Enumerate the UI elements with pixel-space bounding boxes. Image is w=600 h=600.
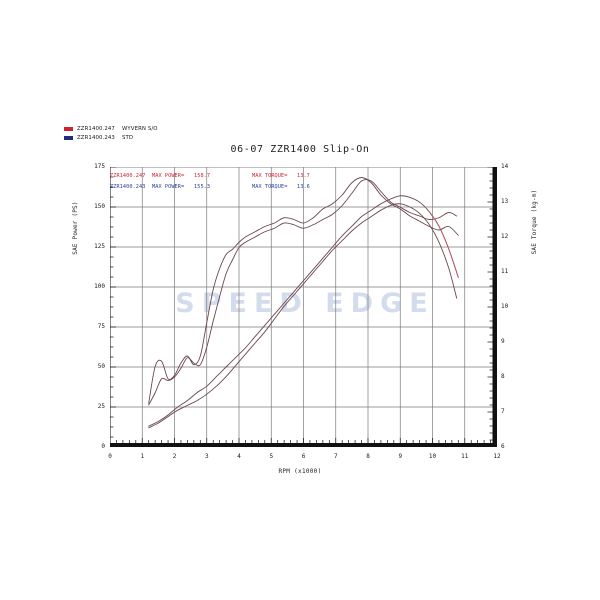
anno-power-label: MAX POWER=: [152, 173, 185, 179]
y-axis-right-title: SAE Torque (kg-m): [531, 189, 538, 255]
x-tick: 11: [461, 453, 469, 460]
y-tick-left: 75: [97, 323, 105, 330]
legend-item: ZZR1400.243 STD: [64, 133, 158, 142]
y-tick-right: 14: [501, 163, 509, 170]
anno-series-id: ZZR1400.247: [110, 173, 146, 179]
legend-item: ZZR1400.247 WYVERN S/O: [64, 124, 158, 133]
x-tick: 0: [108, 453, 112, 460]
x-tick: 10: [428, 453, 437, 460]
legend-swatch-243: [64, 135, 73, 140]
y-tick-right: 7: [501, 408, 505, 415]
x-tick: 7: [333, 453, 338, 460]
legend-label-247: ZZR1400.247: [77, 125, 115, 132]
y-tick-left: 125: [94, 243, 105, 250]
anno-torque-value: 13.6: [297, 184, 310, 190]
x-tick: 3: [204, 453, 209, 460]
x-tick: 12: [493, 453, 501, 460]
series-line: [148, 177, 459, 404]
legend-label-243: ZZR1400.243: [77, 134, 115, 141]
anno-torque-label: MAX TORQUE=: [252, 184, 288, 190]
y-tick-right: 13: [501, 198, 509, 205]
plot-svg: [110, 167, 497, 447]
series-line: [428, 211, 459, 278]
anno-power-value: 155.3: [194, 184, 211, 190]
y-tick-left: 25: [97, 403, 105, 410]
y-tick-left: 150: [94, 203, 105, 210]
chart-legend: ZZR1400.247 WYVERN S/O ZZR1400.243 STD: [64, 124, 158, 142]
series-line: [148, 203, 458, 429]
y-tick-left: 0: [101, 443, 105, 450]
y-tick-right: 12: [501, 233, 509, 240]
x-tick: 8: [366, 453, 370, 460]
y-tick-right: 9: [501, 338, 505, 345]
series-line: [148, 195, 459, 427]
y-tick-right: 6: [501, 443, 505, 450]
x-tick: 2: [172, 453, 177, 460]
x-tick: 4: [237, 453, 241, 460]
legend-sublabel-243: STD: [121, 134, 134, 141]
legend-sublabel-247: WYVERN S/O: [121, 125, 158, 132]
anno-power-label: MAX POWER=: [152, 184, 185, 190]
anno-torque-label: MAX TORQUE=: [252, 173, 288, 179]
x-axis-title: RPM (x1000): [278, 468, 322, 475]
y-tick-right: 8: [501, 373, 505, 380]
y-tick-right: 10: [501, 303, 509, 310]
plot-area: [110, 167, 497, 447]
x-tick: 1: [140, 453, 145, 460]
series-line: [148, 179, 458, 406]
y-tick-right: 11: [501, 268, 509, 275]
y-tick-left: 50: [97, 363, 105, 370]
chart-title: 06-07 ZZR1400 Slip-On: [230, 144, 370, 155]
x-tick: 5: [269, 453, 274, 460]
x-tick: 6: [301, 453, 306, 460]
anno-torque-value: 13.7: [297, 173, 310, 179]
legend-swatch-247: [64, 126, 73, 131]
y-tick-left: 175: [94, 163, 105, 170]
anno-series-id: ZZR1400.243: [110, 184, 146, 190]
anno-power-value: 158.7: [194, 173, 211, 179]
y-tick-left: 100: [94, 283, 105, 290]
x-tick: 9: [398, 453, 403, 460]
y-axis-left-title: SAE Power (PS): [72, 201, 79, 255]
